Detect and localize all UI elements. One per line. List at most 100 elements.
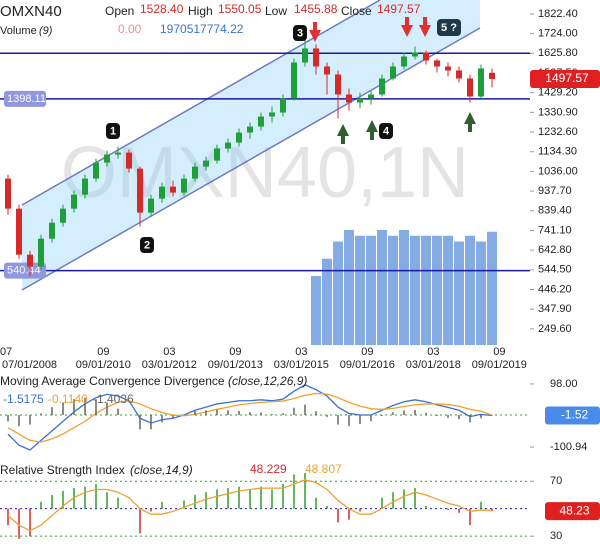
candle-body — [269, 112, 275, 117]
candle-body — [16, 208, 22, 255]
ohlc-value: 1528.40 — [140, 2, 184, 16]
x-tick-label: 09 — [361, 346, 373, 358]
level-tag-label: 540.44 — [7, 265, 41, 277]
buy-arrow — [337, 124, 349, 144]
value-tag-label: 1497.57 — [545, 71, 589, 85]
ohlc-value: 1550.05 — [218, 2, 262, 16]
x-tick-label: 09/01/2010 — [76, 359, 131, 371]
candle-body — [5, 178, 11, 209]
chart-title: OMXN40 — [0, 3, 62, 20]
rsi-title: Relative Strength Index — [0, 463, 125, 477]
background: OMXN40,1N — [21, 0, 481, 291]
annotation: 3 — [293, 25, 307, 41]
candle-body — [445, 66, 451, 71]
candle-body — [302, 48, 308, 63]
candle-body — [489, 72, 495, 79]
candle-body — [467, 78, 473, 97]
candle-body — [434, 60, 440, 67]
annotation-label: 4 — [383, 125, 390, 137]
candle-body — [258, 116, 264, 127]
sell-arrow — [309, 22, 321, 42]
volume-bar — [443, 235, 453, 345]
y-tick-label: 30 — [550, 530, 562, 542]
candle-body — [115, 152, 121, 155]
indicator-line — [7, 479, 493, 532]
y-tick-label: 642.80 — [538, 244, 572, 256]
candle-body — [203, 160, 209, 167]
macd-readout: -1.5175 — [3, 392, 44, 406]
candle-body — [335, 74, 341, 95]
watermark: OMXN40,1N — [61, 133, 469, 213]
y-tick-label: 446.20 — [538, 283, 572, 295]
y-tick-label: 1232.60 — [538, 126, 578, 138]
annotation-label: 3 — [297, 27, 303, 39]
channel-lower — [21, 27, 481, 291]
rsi-subtitle: (close,14,9) — [130, 463, 193, 477]
candle-body — [71, 194, 77, 209]
candle-body — [456, 70, 462, 79]
candle-body — [192, 166, 198, 179]
volume-bar — [432, 235, 442, 345]
candle-body — [27, 254, 33, 267]
x-tick-label: 03/01/2012 — [142, 359, 197, 371]
level-tag — [4, 90, 46, 107]
volume-readout: 1970517774.22 — [160, 22, 244, 36]
annotation: 1 — [106, 123, 120, 139]
rsi-readout: 48.229 — [250, 462, 287, 476]
y-tick-label: 1036.00 — [538, 165, 578, 177]
candle-body — [313, 48, 319, 67]
buy-arrow — [366, 120, 378, 140]
candle-body — [280, 98, 286, 113]
volume-bar — [454, 241, 464, 345]
candle-body — [137, 168, 143, 213]
y-tick-label: 1429.20 — [538, 87, 578, 99]
candle-body — [412, 52, 418, 57]
candle-body — [82, 178, 88, 195]
annotation-label: 5 ? — [441, 22, 457, 34]
annotation: 4 — [379, 123, 393, 139]
x-tick-label: 03/01/2018 — [406, 359, 461, 371]
y-tick-label: 1724.00 — [538, 28, 578, 40]
volume-bar — [399, 230, 409, 345]
rsi-ma-readout: 48.807 — [305, 462, 342, 476]
value-tag-label: 48.23 — [559, 503, 589, 517]
candle-body — [225, 142, 231, 149]
volume-bar — [421, 235, 431, 345]
candle-body — [181, 178, 187, 193]
candle-body — [159, 186, 165, 199]
candle-body — [423, 52, 429, 61]
sell-arrow — [419, 17, 431, 37]
indicator-line — [7, 392, 493, 443]
candle-body — [214, 148, 220, 161]
candle-body — [170, 186, 176, 193]
x-tick-label: 03 — [163, 346, 175, 358]
sell-arrow — [401, 17, 413, 37]
candle-body — [236, 132, 242, 143]
candle-body — [49, 222, 55, 239]
candle-body — [357, 98, 363, 103]
ohlc-label: Open — [105, 4, 134, 18]
volume-readout: 0.00 — [118, 22, 142, 36]
y-tick-label: 249.60 — [538, 323, 572, 335]
x-tick-label: 03 — [427, 346, 439, 358]
volume-bar — [344, 230, 354, 345]
candle-body — [401, 56, 407, 67]
x-tick-label: 07/01/2008 — [2, 359, 57, 371]
y-tick-label: 70 — [550, 475, 562, 487]
ohlc-value: 1497.57 — [377, 2, 421, 16]
x-tick-label: 09/01/2019 — [472, 359, 527, 371]
indicator-line — [7, 384, 493, 451]
x-tick-label: 03 — [295, 346, 307, 358]
annotation: 5 ? — [437, 19, 461, 36]
ohlc-label: Low — [265, 4, 287, 18]
y-tick-label: 544.50 — [538, 264, 572, 276]
volume-bar — [410, 235, 420, 345]
candle-body — [247, 126, 253, 133]
channel-upper — [21, 0, 381, 206]
value-tag-label: -1.52 — [561, 408, 589, 422]
ohlc-label: Close — [341, 4, 372, 18]
candle-body — [478, 68, 484, 97]
y-tick-label: 98.00 — [550, 378, 578, 390]
y-tick-label: 839.40 — [538, 205, 572, 217]
